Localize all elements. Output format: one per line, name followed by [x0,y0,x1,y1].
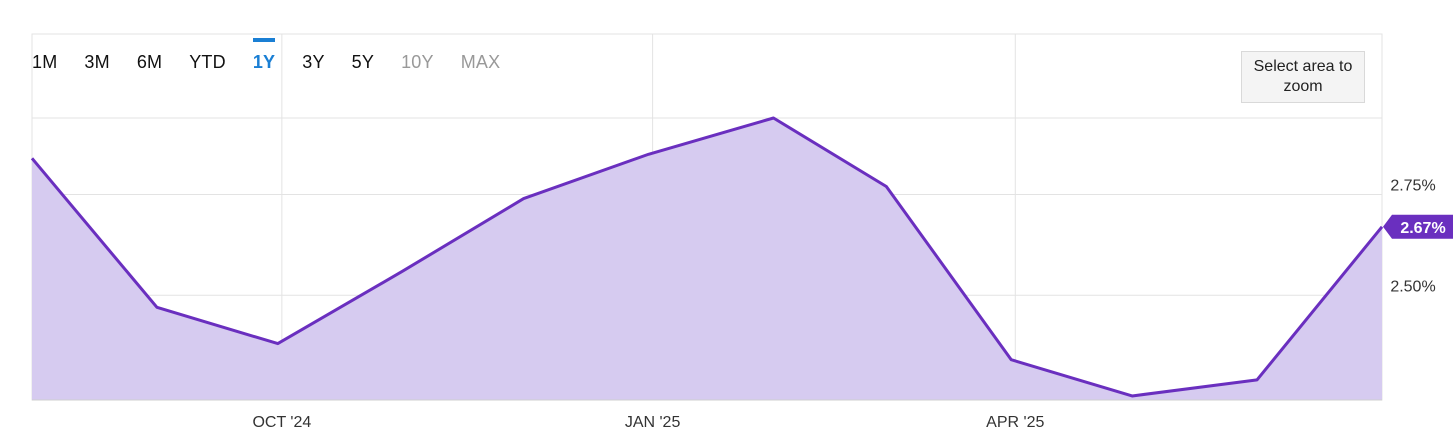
x-tick-label: OCT '24 [252,414,311,431]
range-button-5y[interactable]: 5Y [351,51,375,72]
zoom-hint: Select area to zoom [1241,51,1365,103]
range-button-3y[interactable]: 3Y [302,51,325,72]
range-button-ytd[interactable]: YTD [189,51,226,72]
range-selector: 1M 3M 6M YTD 1Y 3Y 5Y 10Y MAX [32,34,527,90]
range-button-6m[interactable]: 6M [136,51,163,72]
range-button-10y: 10Y [401,51,434,72]
range-button-max: MAX [460,51,501,72]
range-button-1m[interactable]: 1M [32,51,58,72]
last-value-label: 2.67% [1400,220,1445,237]
range-button-3m[interactable]: 3M [84,51,110,72]
last-value-flag [1383,214,1453,239]
range-button-1y[interactable]: 1Y [252,37,276,87]
x-tick-label: JAN '25 [625,414,681,431]
series-line [30,116,1384,398]
x-tick-label: APR '25 [986,414,1044,431]
series-area [32,118,1382,400]
y-tick-label: 2.75% [1390,178,1435,195]
y-tick-label: 2.50% [1390,278,1435,295]
